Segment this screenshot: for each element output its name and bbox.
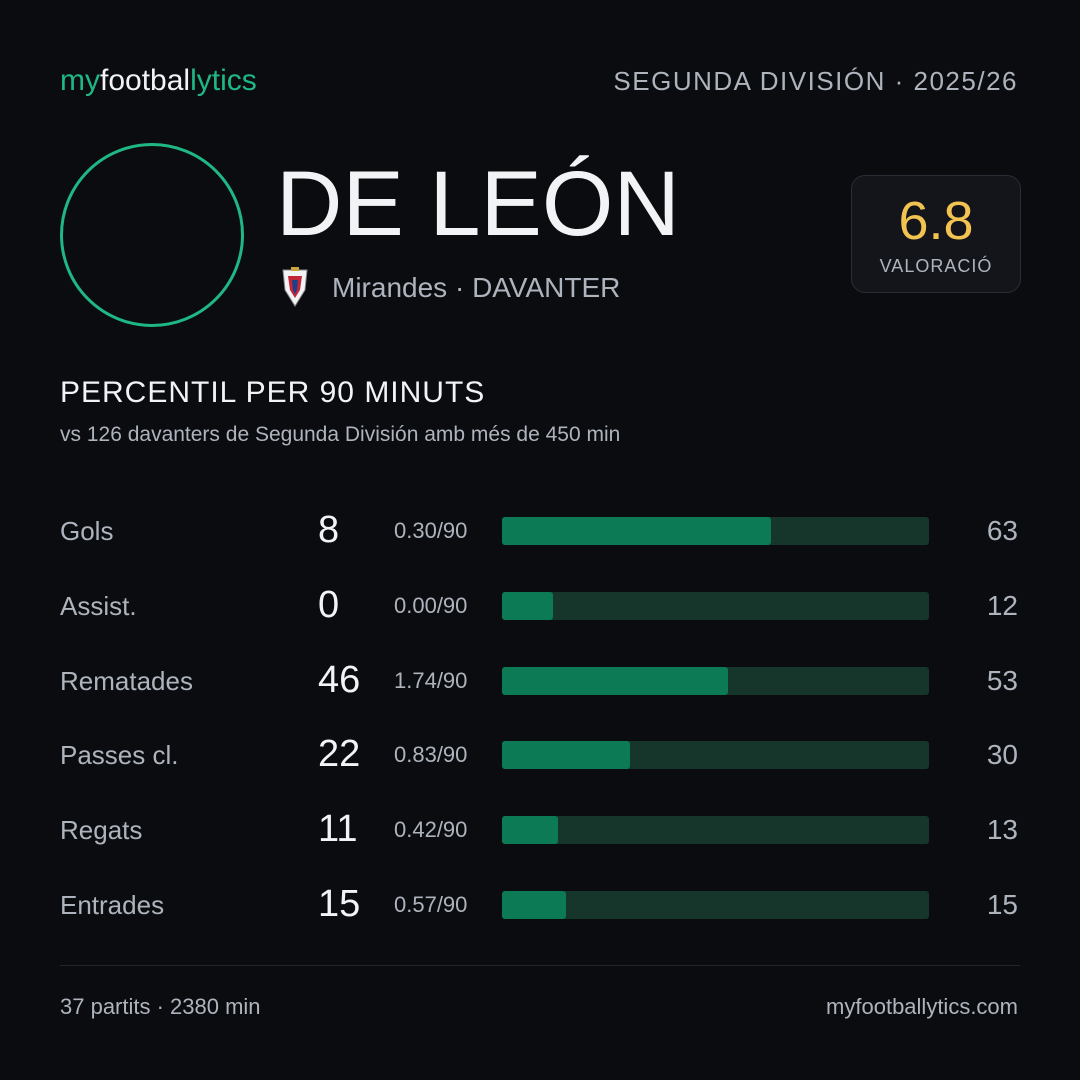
stat-total: 46 bbox=[318, 658, 361, 701]
stat-label: Assist. bbox=[60, 590, 137, 621]
stat-total: 8 bbox=[318, 509, 340, 551]
stat-percentile: 63 bbox=[986, 515, 1018, 546]
brand-part: my bbox=[60, 64, 100, 97]
league: SEGUNDA DIVISIÓN · 2025/26 bbox=[613, 66, 1018, 96]
stat-per90: 1.74/90 bbox=[394, 667, 468, 693]
footer-summary: 37 partits · 2380 min bbox=[60, 994, 261, 1019]
rating: 6.8 bbox=[898, 191, 974, 251]
stat-total: 11 bbox=[318, 808, 358, 851]
stat-total: 15 bbox=[318, 883, 361, 925]
team: Mirandes bbox=[332, 272, 448, 303]
player-name: DE LEÓN bbox=[276, 153, 680, 255]
stat-per90: 0.42/90 bbox=[394, 817, 468, 843]
divider bbox=[60, 965, 1020, 966]
stat-label: Regats bbox=[60, 815, 143, 846]
section-subtitle: vs 126 davanters de Segunda División amb… bbox=[60, 423, 621, 446]
bar-track bbox=[502, 891, 929, 919]
avatar bbox=[60, 143, 244, 327]
bar bbox=[502, 666, 729, 695]
team-line: Mirandes · DAVANTER bbox=[332, 272, 620, 304]
team-crest bbox=[282, 267, 308, 307]
bar bbox=[502, 816, 558, 845]
position: DAVANTER bbox=[472, 272, 621, 303]
bar-track bbox=[502, 741, 929, 770]
stat-total: 0 bbox=[318, 583, 340, 626]
stat-per90: 0.57/90 bbox=[394, 892, 468, 917]
stat-per90: 0.00/90 bbox=[394, 592, 468, 618]
stat-percentile: 30 bbox=[986, 739, 1018, 771]
brand-part: footbal bbox=[100, 64, 191, 97]
bar-track bbox=[502, 816, 929, 845]
brand-part: lytics bbox=[190, 64, 257, 97]
stat-label: Rematades bbox=[60, 665, 193, 696]
brand: myfootballytics bbox=[60, 64, 257, 98]
stat-percentile: 15 bbox=[986, 889, 1018, 920]
bar bbox=[502, 891, 567, 919]
stat-label: Gols bbox=[60, 516, 114, 546]
stat-total: 22 bbox=[318, 733, 361, 776]
stat-percentile: 12 bbox=[986, 589, 1018, 621]
stat-percentile: 53 bbox=[986, 664, 1018, 696]
stat-per90: 0.30/90 bbox=[394, 518, 468, 543]
stat-label: Passes cl. bbox=[60, 740, 179, 771]
separator: · bbox=[447, 272, 473, 303]
bar bbox=[502, 517, 771, 545]
bar-track bbox=[502, 591, 929, 620]
bar-track bbox=[502, 517, 929, 545]
footer-site: myfootballytics.com bbox=[826, 994, 1018, 1019]
bar bbox=[502, 741, 631, 770]
bar-track bbox=[502, 666, 929, 695]
rating-box: 6.8 VALORACIÓ bbox=[851, 175, 1021, 293]
stat-label: Entrades bbox=[60, 890, 165, 920]
section-title: PERCENTIL PER 90 MINUTS bbox=[60, 376, 486, 409]
bar bbox=[502, 591, 554, 620]
stat-percentile: 13 bbox=[986, 814, 1018, 846]
rating-label: VALORACIÓ bbox=[879, 256, 993, 276]
stat-per90: 0.83/90 bbox=[394, 742, 468, 768]
